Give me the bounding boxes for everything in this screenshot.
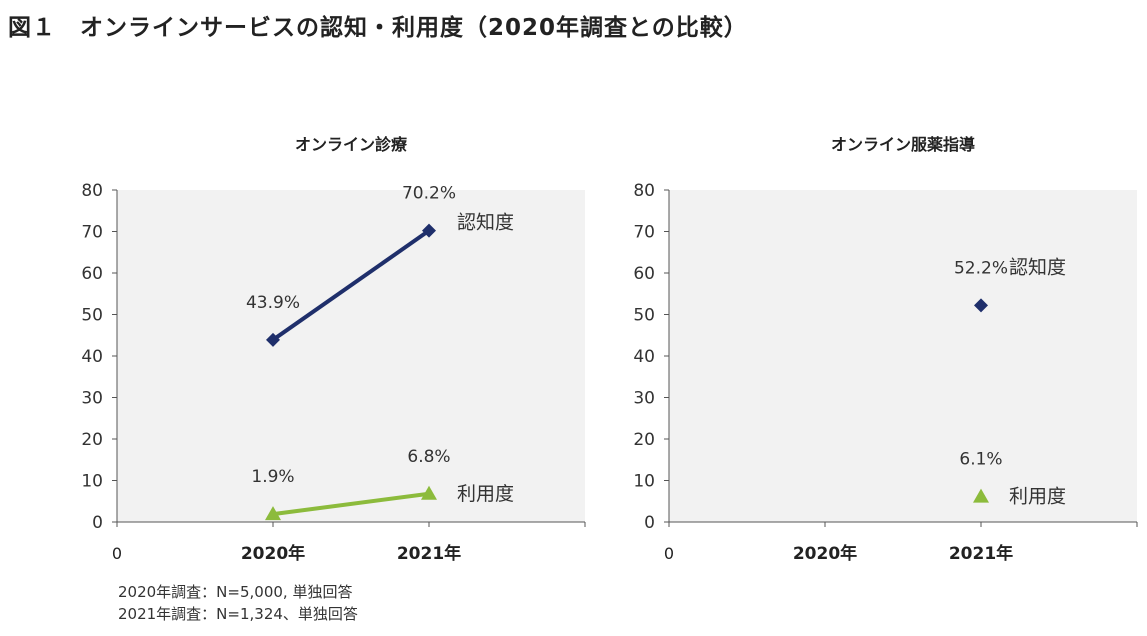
x-tick-label: 2020年 — [241, 543, 305, 564]
footnote-2020: 2020年調査：N=5,000, 単独回答 — [118, 583, 353, 601]
x-tick-label: 0 — [112, 544, 122, 563]
chart-svg: オンライン服薬指導 0 10 20 30 40 50 60 70 80 0 2020年 2021年 52.… — [633, 135, 1138, 564]
data-label: 1.9% — [251, 467, 294, 487]
y-tick-label: 80 — [633, 181, 655, 201]
series-name-label: 利用度 — [457, 483, 514, 505]
data-point-diamond — [974, 298, 988, 313]
chart-title: オンライン診療 — [295, 135, 408, 154]
plot-area — [117, 190, 585, 522]
data-label: 70.2% — [402, 184, 456, 204]
figure-title: 図１ オンラインサービスの認知・利用度（2020年調査との比較） — [8, 15, 748, 41]
y-tick-label: 50 — [81, 306, 103, 326]
y-tick-label: 70 — [633, 223, 655, 243]
y-tick-label: 40 — [81, 347, 103, 367]
y-tick-label: 20 — [81, 430, 103, 450]
y-tick-label: 40 — [633, 347, 655, 367]
y-tick-label: 60 — [633, 264, 655, 284]
series-name-label: 認知度 — [1009, 256, 1066, 278]
x-tick-label: 2021年 — [949, 543, 1013, 564]
series-name-label: 認知度 — [457, 212, 514, 234]
y-tick-label: 60 — [81, 264, 103, 284]
plot-area — [669, 190, 1137, 522]
y-tick-label: 30 — [81, 389, 103, 409]
data-point-triangle — [973, 488, 989, 503]
series-line — [271, 229, 431, 342]
y-tick-label: 30 — [633, 389, 655, 409]
y-tick-label: 0 — [92, 513, 103, 533]
chart-title: オンライン服薬指導 — [831, 135, 975, 154]
data-label: 43.9% — [246, 293, 300, 313]
y-tick-label: 70 — [81, 223, 103, 243]
x-tick-label: 0 — [664, 544, 674, 563]
chart-svg: オンライン診療 0 10 20 30 40 50 60 70 80 0 2020年 2021年 43.9%… — [81, 135, 586, 564]
data-point-triangle — [421, 485, 437, 500]
y-tick-label: 10 — [81, 472, 103, 492]
x-tick-label: 2020年 — [793, 543, 857, 564]
series-name-label: 利用度 — [1009, 486, 1066, 508]
data-point-triangle — [265, 506, 281, 521]
chart-online-consultation: オンライン診療 0 10 20 30 40 50 60 70 80 0 2020年 2021年 43.9%… — [60, 120, 590, 564]
footnote-2021: 2021年調査：N=1,324、単独回答 — [118, 605, 358, 623]
y-tick-label: 20 — [633, 430, 655, 450]
data-label: 52.2% — [954, 258, 1008, 278]
series-line — [272, 491, 430, 517]
chart-online-medication-guidance: オンライン服薬指導 0 10 20 30 40 50 60 70 80 0 2020年 2021年 52.… — [612, 120, 1142, 564]
y-tick-label: 0 — [644, 513, 655, 533]
y-tick-label: 80 — [81, 181, 103, 201]
x-tick-label: 2021年 — [397, 543, 461, 564]
data-label: 6.8% — [407, 447, 450, 467]
data-point-diamond — [266, 332, 280, 347]
y-tick-label: 50 — [633, 306, 655, 326]
data-point-diamond — [422, 223, 436, 238]
y-tick-label: 10 — [633, 472, 655, 492]
data-label: 6.1% — [959, 450, 1002, 470]
